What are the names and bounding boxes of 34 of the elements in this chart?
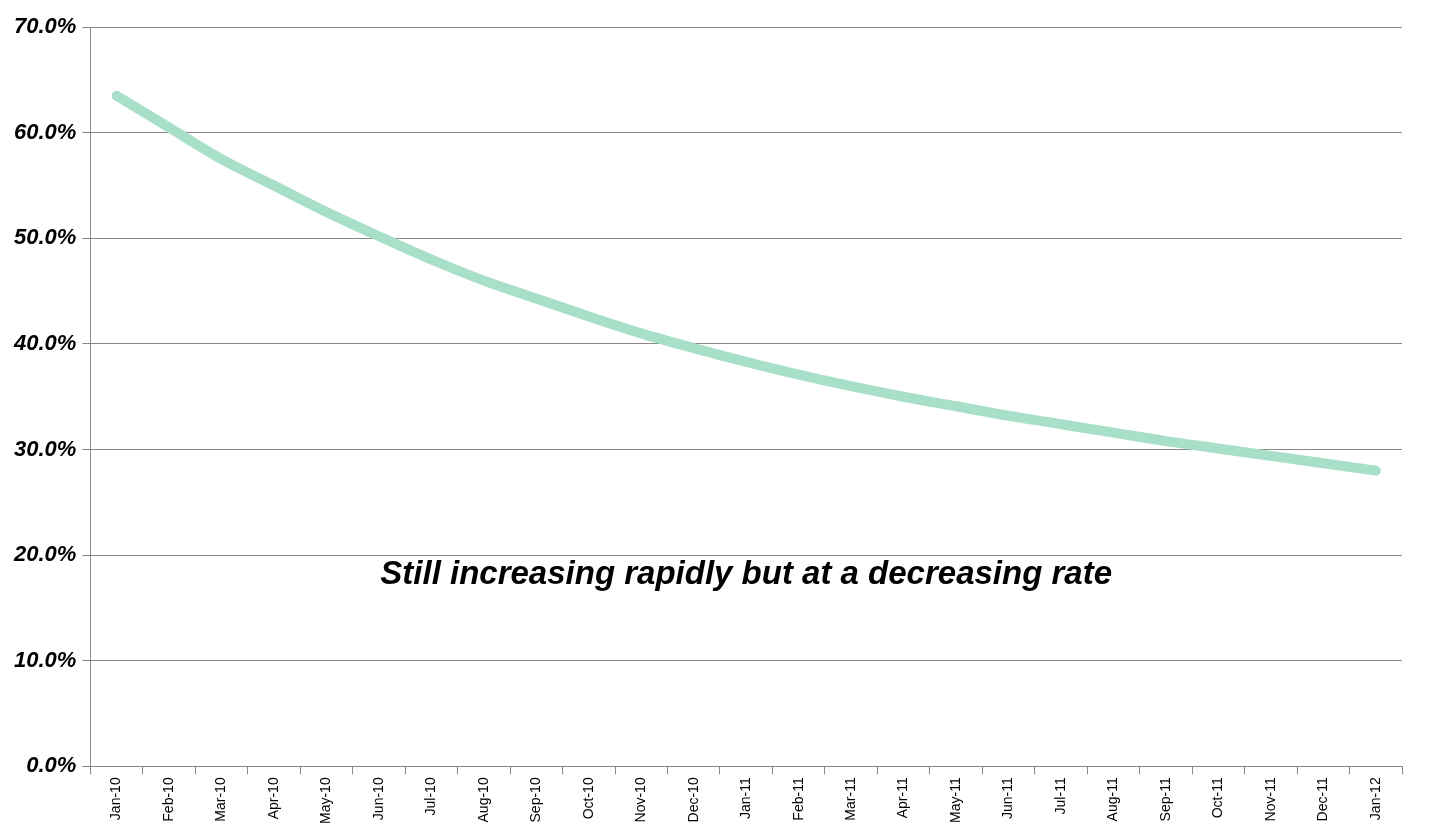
x-tick-label: Dec-11 xyxy=(1314,777,1331,822)
x-tick-label: May-11 xyxy=(946,777,963,823)
annotation: Still increasing rapidly but at a decreasing rate xyxy=(380,553,1113,591)
x-tick-label: Mar-10 xyxy=(212,777,229,822)
x-tick-label: Oct-10 xyxy=(579,777,596,820)
y-tick-label: 70.0% xyxy=(13,13,77,39)
x-tick-label: Aug-11 xyxy=(1104,777,1121,822)
x-tick-label: Jul-11 xyxy=(1051,777,1068,815)
x-tick-label: Jan-12 xyxy=(1366,777,1383,821)
y-tick-label: 30.0% xyxy=(13,435,77,461)
x-tick-label: Apr-10 xyxy=(264,777,281,820)
x-tick-label: Jan-11 xyxy=(737,777,754,820)
x-tick-label: Jan-10 xyxy=(107,777,124,821)
y-tick-label: 0.0% xyxy=(26,752,77,778)
x-tick-label: Feb-11 xyxy=(789,777,806,821)
x-tick-label: Aug-10 xyxy=(474,777,491,823)
x-tick-label: Oct-11 xyxy=(1209,777,1226,819)
y-tick-label: 40.0% xyxy=(12,330,77,356)
x-tick-label: Nov-11 xyxy=(1261,777,1278,822)
x-tick-label: Jul-10 xyxy=(422,777,439,816)
y-tick-label: 10.0% xyxy=(13,646,77,672)
x-tick-label: May-10 xyxy=(317,777,334,824)
x-tick-label: Feb-10 xyxy=(159,777,176,822)
x-tick-label: Apr-11 xyxy=(894,777,911,819)
x-tick-label: Sep-10 xyxy=(527,777,544,823)
x-tick-label: Sep-11 xyxy=(1156,777,1173,822)
x-tick-label: Nov-10 xyxy=(632,777,649,823)
y-tick-label: 50.0% xyxy=(13,224,77,250)
x-tick-label: Jun-11 xyxy=(999,777,1016,820)
y-tick-label: 60.0% xyxy=(13,118,77,144)
x-tick-label: Mar-11 xyxy=(841,777,858,821)
y-tick-label: 20.0% xyxy=(12,541,77,567)
x-tick-label: Jun-10 xyxy=(369,777,386,821)
x-tick-label: Dec-10 xyxy=(684,777,701,823)
